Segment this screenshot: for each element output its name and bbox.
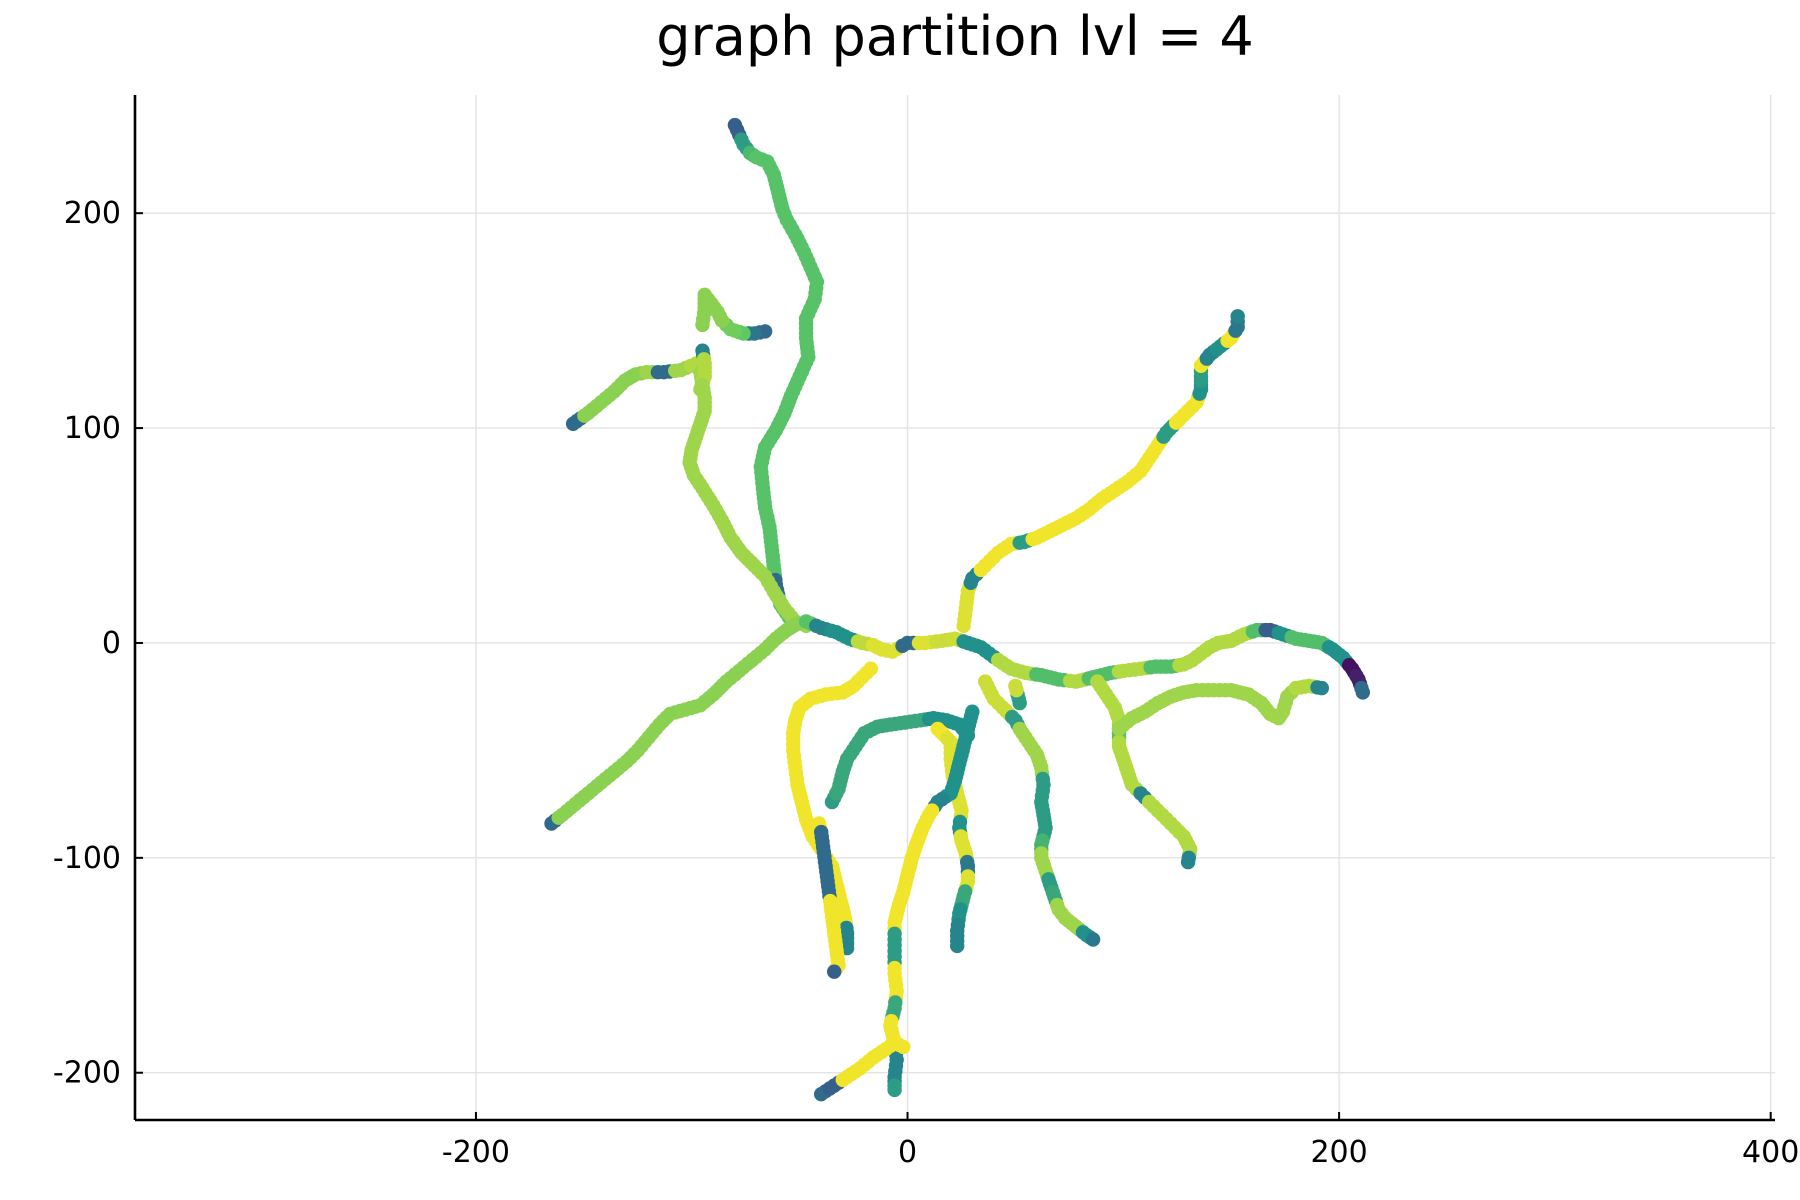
y-tick-label: -100 [53, 841, 121, 876]
x-tick-label: 400 [1742, 1135, 1799, 1170]
data-points [544, 117, 1371, 1102]
scatter-point [896, 1039, 911, 1055]
scatter-point [887, 1082, 902, 1098]
x-tick-labels: -200 0 200 400 [442, 1135, 1799, 1170]
y-tick-label: 100 [64, 411, 121, 446]
axes [133, 95, 1775, 1122]
scatter-point [827, 964, 842, 979]
scatter-point [695, 317, 710, 333]
y-tick-labels: -200 -100 0 100 200 [53, 196, 121, 1091]
scatter-point [950, 938, 965, 954]
scatter-point [1314, 680, 1330, 696]
chart-title: graph partition lvl = 4 [656, 5, 1253, 68]
y-tick-label: 200 [64, 196, 121, 231]
x-tick-label: 200 [1310, 1135, 1367, 1170]
grid-lines [135, 95, 1775, 1120]
x-tick-label: -200 [442, 1135, 510, 1170]
scatter-point [1230, 309, 1245, 324]
scatter-point [693, 382, 708, 397]
y-tick-label: -200 [53, 1056, 121, 1091]
scatter-point [1355, 685, 1371, 700]
scatter-point [1085, 932, 1101, 947]
y-tick-label: 0 [102, 626, 121, 661]
x-tick-label: 0 [898, 1135, 917, 1170]
scatter-point [1180, 854, 1196, 870]
scatter-point [1008, 678, 1023, 694]
